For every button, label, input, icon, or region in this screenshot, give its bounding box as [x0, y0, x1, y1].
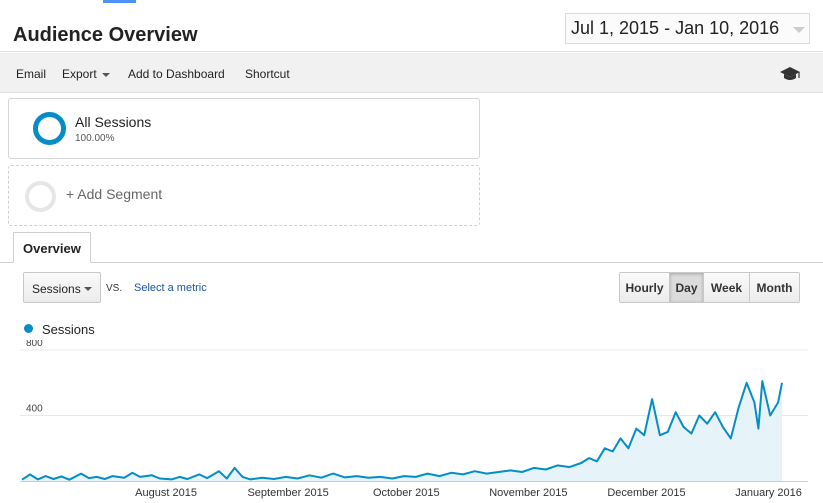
x-tick-label: December 2015	[607, 487, 685, 499]
segment-name: All Sessions	[75, 114, 152, 130]
segment-donut-icon	[33, 112, 66, 145]
select-metric-link[interactable]: Select a metric	[134, 282, 207, 294]
chevron-down-icon	[793, 27, 805, 33]
metric-dropdown-label: Sessions	[32, 282, 81, 296]
segment-percent: 100.00%	[75, 133, 115, 144]
x-tick-label: August 2015	[135, 487, 197, 499]
segment-all-sessions[interactable]: All Sessions 100.00%	[8, 98, 480, 159]
granularity-toggle: Hourly Day Week Month	[619, 272, 800, 303]
month-button[interactable]: Month	[750, 273, 799, 302]
x-tick-label: September 2015	[247, 487, 328, 499]
week-button[interactable]: Week	[704, 273, 750, 302]
add-to-dashboard-button[interactable]: Add to Dashboard	[128, 67, 225, 81]
vs-label: VS.	[106, 283, 123, 294]
sessions-line	[21, 380, 783, 481]
x-tick-label: January 2016	[735, 487, 802, 499]
add-segment-label: + Add Segment	[66, 186, 163, 202]
page-title: Audience Overview	[13, 24, 198, 46]
date-range-label: Jul 1, 2015 - Jan 10, 2016	[571, 18, 780, 38]
day-button[interactable]: Day	[670, 273, 704, 302]
chevron-down-icon	[101, 72, 110, 77]
add-segment-button[interactable]: + Add Segment	[8, 165, 480, 226]
chevron-down-icon	[84, 287, 92, 291]
page-header: Audience Overview Jul 1, 2015 - Jan 10, …	[0, 0, 823, 52]
export-label: Export	[62, 67, 97, 81]
sessions-area	[22, 381, 782, 481]
tabs-divider	[0, 262, 823, 263]
tab-overview[interactable]: Overview	[13, 232, 91, 263]
export-button[interactable]: Export	[62, 67, 110, 81]
empty-donut-icon	[25, 181, 56, 212]
x-tick-label: October 2015	[373, 487, 440, 499]
hourly-button[interactable]: Hourly	[620, 273, 670, 302]
x-tick-label: November 2015	[489, 487, 567, 499]
legend-dot-sessions	[24, 324, 33, 333]
date-range-picker[interactable]: Jul 1, 2015 - Jan 10, 2016	[565, 13, 810, 44]
y-tick-label: 800	[26, 340, 43, 349]
graduation-cap-icon[interactable]	[779, 66, 801, 82]
report-toolbar: Email Export Add to Dashboard Shortcut	[0, 53, 823, 93]
active-tab-indicator	[103, 0, 136, 3]
y-tick-label: 400	[26, 404, 43, 415]
shortcut-button[interactable]: Shortcut	[245, 67, 290, 81]
metric-dropdown[interactable]: Sessions	[23, 272, 101, 303]
sessions-chart: 800 400 August 2015 September 2015 October 2…	[20, 340, 808, 499]
legend-label-sessions: Sessions	[42, 322, 95, 337]
email-button[interactable]: Email	[16, 67, 47, 81]
